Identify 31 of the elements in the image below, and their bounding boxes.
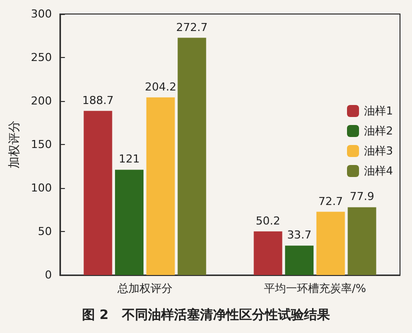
data-label: 121	[118, 152, 140, 166]
x-tick-label: 总加权评分	[116, 282, 172, 295]
bar	[285, 246, 314, 275]
x-tick-label: 平均一环槽充炭率/%	[264, 282, 366, 295]
y-tick-label: 200	[30, 94, 52, 108]
bar	[348, 207, 376, 275]
data-label: 72.7	[318, 194, 343, 208]
legend-label: 油样3	[364, 144, 393, 158]
y-tick-label: 150	[30, 138, 52, 151]
bar	[146, 97, 175, 275]
y-axis-title: 加权评分	[7, 120, 21, 168]
data-label: 272.7	[176, 20, 208, 34]
data-label: 50.2	[256, 214, 280, 228]
legend-label: 油样1	[364, 104, 393, 118]
data-label: 204.2	[144, 80, 176, 94]
legend-label: 油样2	[364, 124, 393, 138]
legend-label: 油样4	[364, 164, 393, 178]
y-tick-label: 250	[30, 51, 52, 64]
data-label: 33.7	[287, 228, 312, 242]
bar	[84, 110, 112, 275]
y-tick-label: 0	[44, 268, 52, 282]
bar	[115, 170, 144, 275]
text: 图 2 不同油样活塞清净性区分性试验结果	[82, 307, 332, 323]
bar	[178, 38, 206, 275]
y-tick-label: 300	[30, 8, 52, 20]
bar	[316, 212, 345, 275]
y-tick-label: 50	[38, 225, 52, 238]
data-label: 188.7	[82, 94, 114, 107]
bar	[254, 231, 282, 275]
data-label: 77.9	[350, 190, 374, 204]
y-tick-label: 100	[30, 182, 52, 194]
